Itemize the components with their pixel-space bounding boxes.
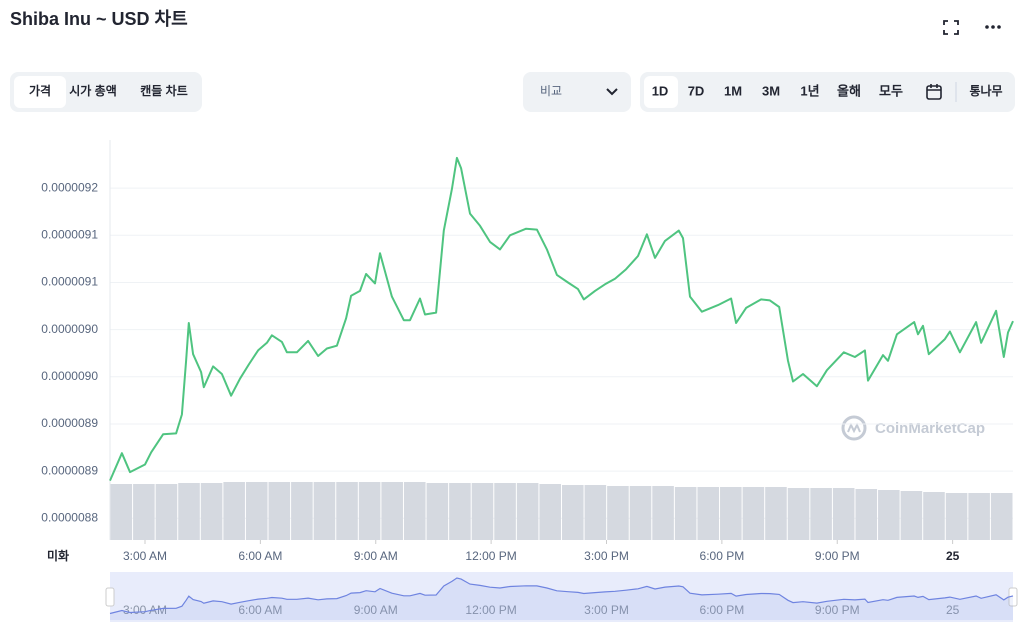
fullscreen-icon[interactable]	[943, 20, 959, 35]
tab[interactable]: 가격	[29, 83, 51, 98]
navigator-tick-label: 6:00 AM	[238, 603, 282, 617]
volume-bar	[223, 482, 245, 540]
navigator-tick-label: 9:00 AM	[354, 603, 398, 617]
volume-bar	[945, 493, 968, 540]
y-tick-label: 0.0000091	[41, 227, 98, 241]
range-button[interactable]: 모두	[879, 83, 903, 98]
range-button[interactable]: 1M	[724, 83, 742, 98]
volume-bar	[539, 484, 561, 540]
range-selected	[644, 76, 678, 108]
volume-bar	[268, 482, 291, 540]
x-tick-label: 9:00 AM	[354, 549, 398, 563]
range-button[interactable]: 1D	[652, 83, 669, 98]
volume-bar	[291, 482, 313, 540]
navigator-area	[110, 578, 1013, 620]
tab[interactable]: 시가 총액	[69, 83, 117, 98]
volume-bar	[878, 490, 900, 540]
y-tick-label: 0.0000090	[41, 369, 98, 383]
volume-bar	[832, 488, 855, 540]
navigator-tick-label: 3:00 AM	[123, 603, 167, 617]
watermark-text: CoinMarketCap	[875, 420, 985, 437]
volume-bar	[516, 483, 539, 540]
navigator-tick-label: 25	[946, 603, 960, 617]
watermark	[841, 415, 867, 441]
volume-bar	[358, 482, 381, 540]
volume-bar	[742, 487, 765, 540]
navigator[interactable]	[110, 572, 1013, 622]
chart-title: Shiba Inu ~ USD 차트	[10, 9, 188, 29]
volume-bar	[697, 487, 720, 540]
currency-label: 미화	[47, 548, 69, 563]
volume-bar	[990, 493, 1013, 540]
y-tick-label: 0.0000092	[41, 180, 98, 194]
navigator-tick-label: 12:00 PM	[465, 603, 516, 617]
volume-bar	[403, 482, 426, 540]
tab[interactable]: 캔들 차트	[140, 83, 188, 98]
more-icon[interactable]	[985, 25, 1001, 29]
volume-bar	[562, 485, 584, 540]
volume-bar	[449, 483, 471, 540]
volume-bar	[629, 486, 652, 540]
x-tick-label: 25	[946, 549, 960, 563]
volume-bar	[855, 489, 878, 540]
volume-bar	[584, 485, 607, 540]
navigator-tick-label: 9:00 PM	[815, 603, 860, 617]
volume-bar	[810, 488, 832, 540]
range-button[interactable]: 7D	[688, 83, 705, 98]
tab-selected	[14, 76, 66, 108]
volume-bar	[155, 484, 178, 540]
range-button[interactable]: 올해	[837, 83, 861, 98]
y-tick-label: 0.0000089	[41, 416, 98, 430]
volume-bar	[381, 482, 403, 540]
y-tick-label: 0.0000090	[41, 322, 98, 336]
chevron	[606, 88, 618, 96]
range-button[interactable]: 3M	[762, 83, 780, 98]
volume-bar	[674, 487, 697, 540]
calendar-icon[interactable]	[926, 84, 942, 100]
x-tick-label: 6:00 PM	[700, 549, 745, 563]
volume-bar	[426, 483, 449, 540]
volume-bar	[471, 483, 494, 540]
volume-bar	[900, 491, 923, 540]
volume-bar	[787, 488, 810, 540]
compare-label: 비교	[540, 84, 562, 98]
x-tick-label: 3:00 PM	[584, 549, 629, 563]
y-tick-label: 0.0000088	[41, 510, 98, 524]
x-tick-label: 6:00 AM	[238, 549, 282, 563]
compare-dropdown[interactable]	[523, 72, 631, 112]
volume-bar	[720, 487, 742, 540]
volume-bar	[133, 484, 155, 540]
volume-bar	[178, 483, 200, 540]
volume-bar	[110, 484, 133, 540]
volume-bar	[765, 487, 787, 540]
navigator-handle[interactable]	[105, 587, 115, 607]
volume-bar	[652, 486, 674, 540]
volume-bar	[200, 483, 223, 540]
volume-bar	[313, 482, 336, 540]
volume-bar	[245, 482, 268, 540]
x-tick-label: 3:00 AM	[123, 549, 167, 563]
log-toggle[interactable]: 통나무	[969, 83, 1002, 98]
navigator-tick-label: 6:00 PM	[700, 603, 745, 617]
y-tick-label: 0.0000091	[41, 275, 98, 289]
volume-bar	[336, 482, 358, 540]
volume-bar	[494, 483, 516, 540]
x-tick-label: 9:00 PM	[815, 549, 860, 563]
volume-bar	[607, 486, 629, 540]
y-tick-label: 0.0000089	[41, 463, 98, 477]
range-button[interactable]: 1년	[800, 83, 819, 98]
price-line	[109, 156, 1014, 481]
navigator-tick-label: 3:00 PM	[584, 603, 629, 617]
x-tick-label: 12:00 PM	[465, 549, 516, 563]
navigator-line	[109, 577, 1014, 615]
volume-bar	[968, 493, 990, 540]
volume-bar	[923, 492, 945, 540]
range-group	[640, 72, 1015, 112]
